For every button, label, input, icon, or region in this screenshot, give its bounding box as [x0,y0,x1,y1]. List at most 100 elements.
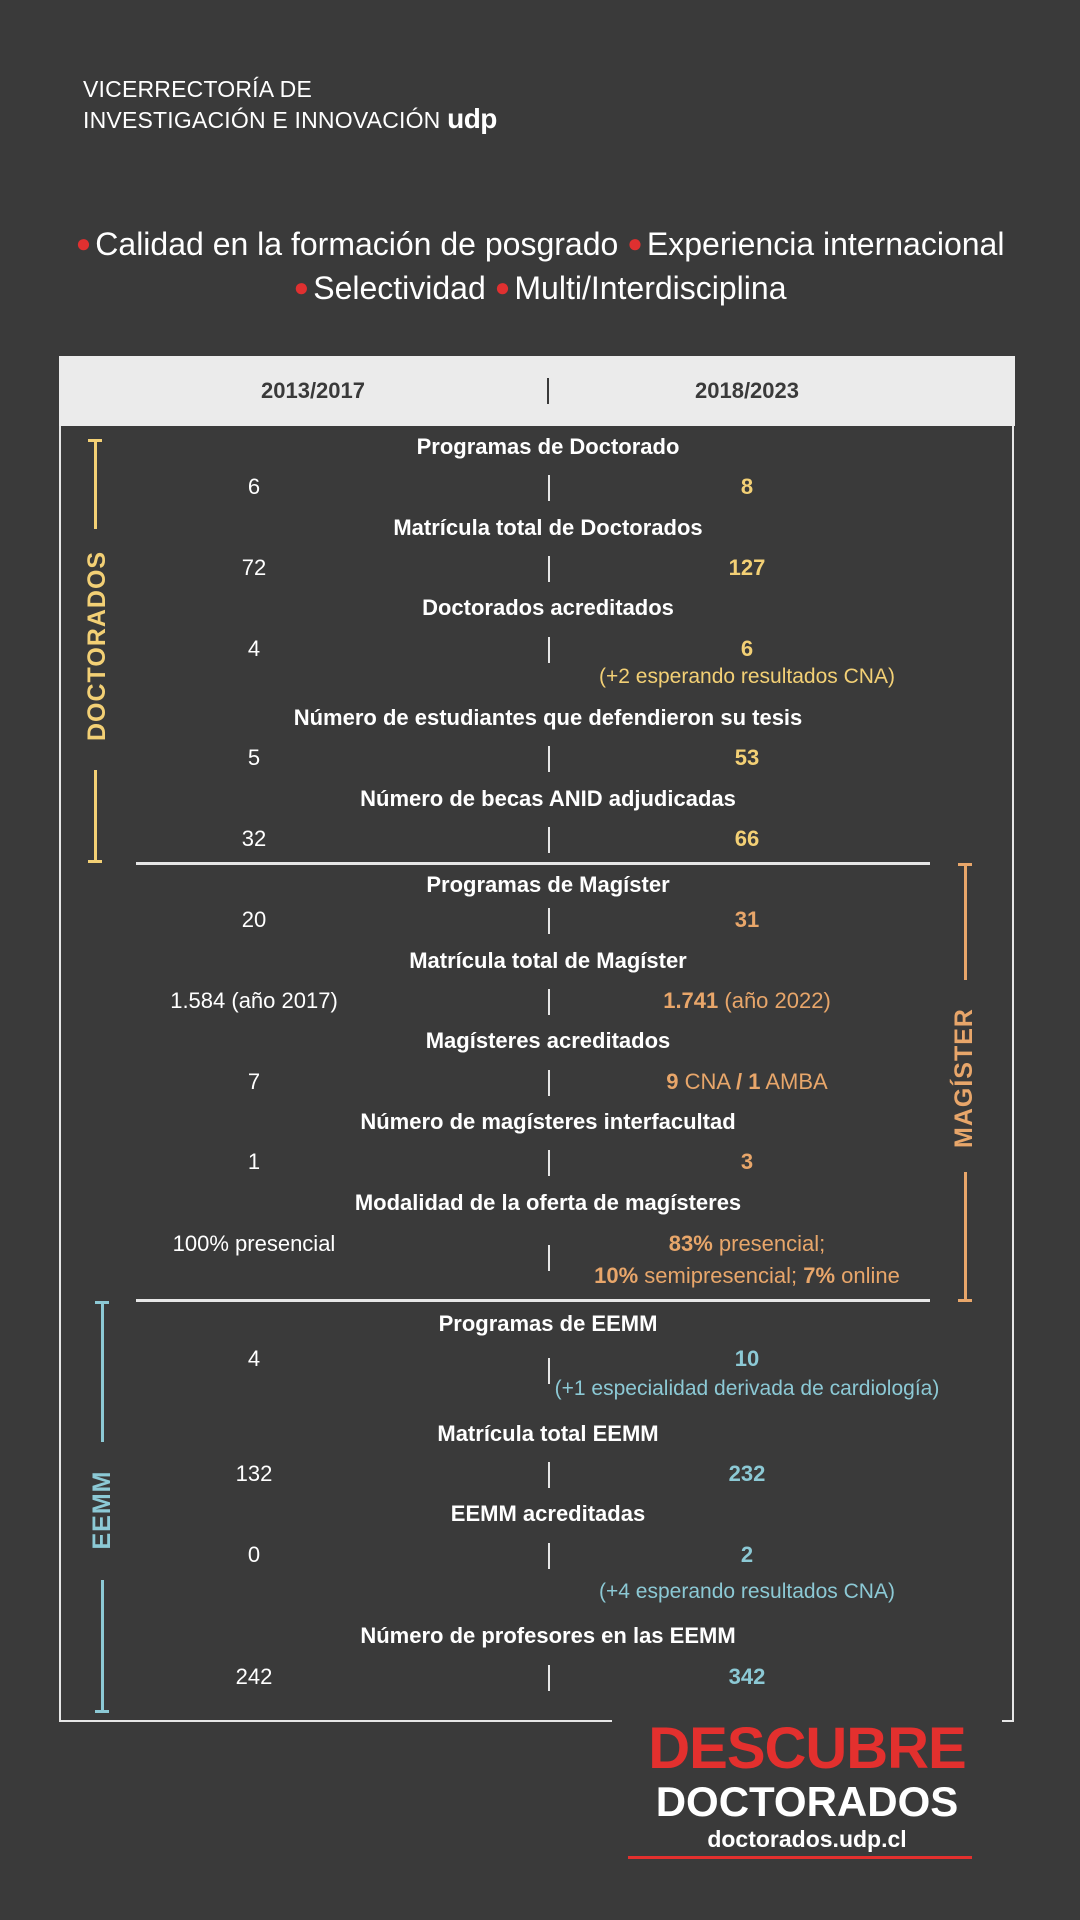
header-line-2: INVESTIGACIÓN E INNOVACIÓN [83,107,441,133]
column-divider [548,556,550,582]
value-bold: 9 [666,1069,679,1094]
value-2013-2017: 4 [247,636,261,661]
value-bold: / 1 [736,1069,761,1094]
magister-bracket-cap-bottom [958,1299,972,1302]
value-2018-2023-line-2: 10% semipresencial; 7% online [547,1263,947,1289]
magister-bracket-top [964,863,967,980]
column-divider [548,1358,550,1384]
value-detail: AMBA [760,1069,828,1094]
row-label: Número de magísteres interfacultad [360,1109,736,1134]
column-divider [548,746,550,772]
header-divider [547,378,549,404]
row-label: Matrícula total EEMM [437,1421,659,1446]
section-divider [136,862,930,865]
column-header-2013-2017: 2013/2017 [261,378,365,403]
pillar-international: Experiencia internacional [646,226,1005,262]
value-detail: online [835,1263,900,1288]
column-divider [548,1150,550,1176]
column-divider [548,1665,550,1691]
pillar-quality: Calidad en la formación de posgrado [95,226,619,262]
section-divider [136,1299,930,1302]
column-divider [548,637,550,663]
column-divider [548,475,550,501]
cta-subheadline: DOCTORADOS [655,1778,959,1825]
doctorados-bracket-cap-bottom [88,860,102,863]
row-label: Número de estudiantes que defendieron su… [293,705,803,730]
value-2013-2017: 5 [247,745,261,770]
value-2013-2017: 1 [247,1149,261,1174]
value-2018-2023: 1.741 (año 2022) [597,988,897,1014]
value-2013-2017: 6 [247,474,261,499]
udp-logo: udp [447,103,497,134]
row-label: Programas de Magíster [426,872,670,897]
value-bold: 7% [803,1263,836,1288]
value-2013-2017: 100% presencial [172,1231,336,1256]
value-2013-2017: 1.584 (año 2017) [170,988,338,1013]
doctorados-bracket-bottom [94,770,97,863]
value-2018-2023: 3 [740,1149,754,1174]
value-2018-2023: 2 [740,1542,754,1567]
value-2018-2023: 10 [734,1346,760,1371]
value-2013-2017: 132 [235,1461,273,1486]
value-detail: presencial; [712,1231,826,1256]
cta-headline: DESCUBRE [648,1716,967,1781]
value-2018-2023: 9 CNA / 1 AMBA [597,1069,897,1095]
pillars-line-2: ● Selectividad ● Multi/Interdisciplina [0,266,1080,312]
row-note: (+2 esperando resultados CNA) [599,665,895,688]
row-label: Modalidad de la oferta de magísteres [354,1190,742,1215]
value-2013-2017: 20 [241,907,267,932]
cta-url-link[interactable]: doctorados.udp.cl [707,1826,907,1852]
column-divider [548,1070,550,1096]
row-label: Número de becas ANID adjudicadas [360,786,736,811]
value-2018-2023: 232 [728,1461,766,1486]
header-line-1: VICERRECTORÍA DE [83,76,312,102]
value-2013-2017: 72 [241,555,267,580]
row-label: Doctorados acreditados [422,595,674,620]
value-2013-2017: 7 [247,1069,261,1094]
eemm-bracket-cap-top [95,1301,109,1304]
row-note: (+1 especialidad derivada de cardiología… [554,1377,940,1400]
bullet-icon: ● [293,272,310,302]
row-label: Programas de EEMM [438,1311,658,1336]
value-2013-2017: 4 [247,1346,261,1371]
value-detail: semipresencial; [638,1263,804,1288]
value-2018-2023-line-1: 83% presencial; [597,1231,897,1257]
doctorados-bracket-top [94,439,97,529]
value-2018-2023: 31 [734,907,760,932]
institution-header: VICERRECTORÍA DE INVESTIGACIÓN E INNOVAC… [83,74,497,135]
value-2018-2023: 342 [728,1664,766,1689]
bullet-icon: ● [627,228,643,258]
eemm-bracket-top [101,1301,104,1442]
value-2018-2023: 66 [734,826,760,851]
row-label: Magísteres acreditados [425,1028,671,1053]
column-divider [548,989,550,1015]
row-label: Número de profesores en las EEMM [360,1623,736,1648]
column-divider [548,1462,550,1488]
eemm-bracket-cap-bottom [95,1710,109,1713]
row-label: Matrícula total de Doctorados [393,515,703,540]
bullet-icon: ● [494,272,511,302]
row-label: Programas de Doctorado [416,434,680,459]
magister-bracket-bottom [964,1172,967,1302]
pillars-line-1: ● Calidad en la formación de posgrado ● Ex… [0,222,1080,268]
column-header-2018-2023: 2018/2023 [695,378,799,403]
pillar-multidiscipline: Multi/Interdisciplina [514,270,787,306]
cta-underline [628,1856,972,1859]
value-bold: 83% [668,1231,713,1256]
value-2013-2017: 242 [235,1664,273,1689]
magister-bracket-cap-top [958,863,972,866]
eemm-bracket-bottom [101,1580,104,1713]
column-divider [548,1543,550,1569]
comparison-table [59,356,1014,1722]
call-to-action: DESCUBRE DOCTORADOS doctorados.udp.cl [612,1718,1002,1878]
value-detail: (año 2022) [718,988,831,1013]
column-divider [548,827,550,853]
bullet-icon: ● [75,228,92,258]
value-bold: 1.741 [663,988,719,1013]
value-detail: CNA [678,1069,736,1094]
pillar-selectivity: Selectividad [313,270,486,306]
row-note: (+4 esperando resultados CNA) [599,1580,895,1603]
column-divider [548,1245,550,1271]
value-2013-2017: 32 [241,826,267,851]
value-2018-2023: 6 [740,636,754,661]
